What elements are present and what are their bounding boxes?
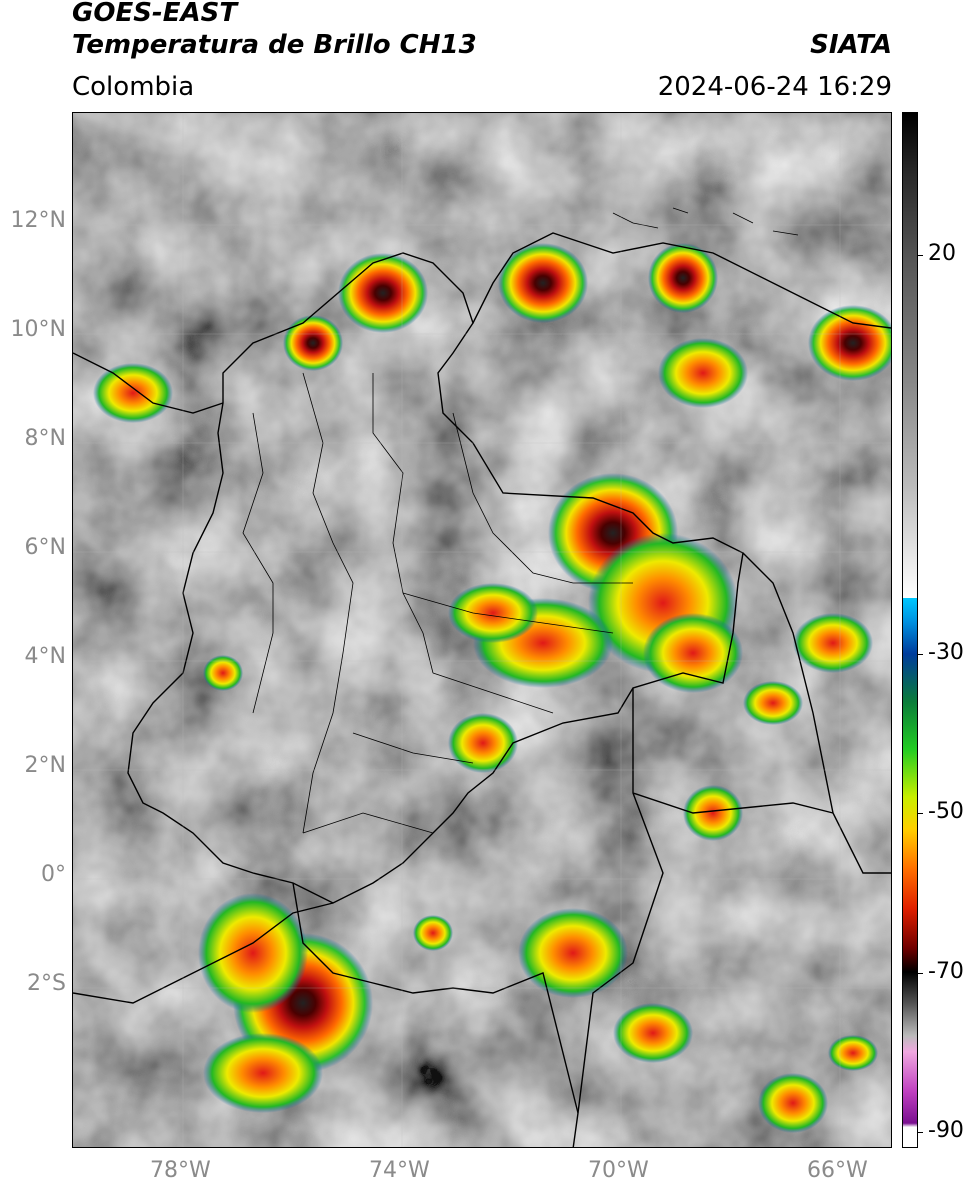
storm-cell <box>203 1033 323 1113</box>
storm-cell <box>198 893 308 1013</box>
colorbar-tick <box>918 972 923 974</box>
colorbar-label: -70 <box>928 958 964 984</box>
map-canvas <box>73 113 891 1147</box>
colombia-border <box>127 252 744 904</box>
storm-cell <box>648 243 718 313</box>
colorbar-label: 20 <box>928 241 956 267</box>
storm-cell <box>413 915 453 951</box>
colorbar-label: -50 <box>928 799 964 825</box>
storm-cell <box>93 363 173 423</box>
storm-cell <box>613 1003 693 1063</box>
latitude-label: 12°N <box>10 208 66 233</box>
storm-cell <box>743 681 803 725</box>
datetime-label: 2024-06-24 16:29 <box>657 72 892 102</box>
satellite-title: GOES-EAST <box>72 0 238 28</box>
storm-cell <box>808 305 891 381</box>
graticule <box>73 113 891 1147</box>
latitude-label: 6°N <box>24 535 66 560</box>
venezuela-border <box>472 232 891 874</box>
latitude-label: 8°N <box>24 426 66 451</box>
storm-cell <box>203 655 243 691</box>
peru-ecuador-border <box>73 882 579 1114</box>
longitude-label: 78°W <box>150 1158 211 1183</box>
storm-cells <box>93 243 891 1133</box>
storm-cell <box>643 613 743 693</box>
agency-label: SIATA <box>810 30 892 60</box>
product-title: Temperatura de Brillo CH13 <box>72 30 477 60</box>
colorbar-tick <box>918 255 923 257</box>
colorbar-tick <box>918 653 923 655</box>
storm-cell <box>828 1035 878 1071</box>
latitude-label: 0° <box>41 862 66 887</box>
colorbar-label: -30 <box>928 639 964 665</box>
storm-cell <box>498 243 588 323</box>
storm-cell <box>793 613 873 673</box>
latitude-label: 2°N <box>24 753 66 778</box>
storm-cell <box>683 785 743 841</box>
satellite-map[interactable] <box>72 112 892 1148</box>
colorbar <box>902 112 918 1148</box>
latitude-label: 4°N <box>24 644 66 669</box>
region-label: Colombia <box>72 72 195 102</box>
longitude-label: 70°W <box>588 1158 649 1183</box>
longitude-label: 66°W <box>807 1158 868 1183</box>
coast-islands <box>612 207 799 236</box>
latitude-label: 10°N <box>10 317 66 342</box>
storm-cell <box>448 713 518 773</box>
storm-cell <box>758 1073 828 1133</box>
latitude-label: 2°S <box>27 971 66 996</box>
panama-border <box>73 352 224 414</box>
colorbar-tick <box>918 1132 923 1134</box>
departments <box>242 372 633 834</box>
colorbar-label: -90 <box>928 1118 964 1144</box>
colorbar-tick <box>918 813 923 815</box>
storm-cell <box>338 253 428 333</box>
storm-cell <box>448 583 538 643</box>
borders <box>73 207 891 1147</box>
storm-cell <box>283 315 343 371</box>
storm-cell <box>518 908 628 998</box>
storm-cell <box>658 338 748 408</box>
longitude-label: 74°W <box>369 1158 430 1183</box>
